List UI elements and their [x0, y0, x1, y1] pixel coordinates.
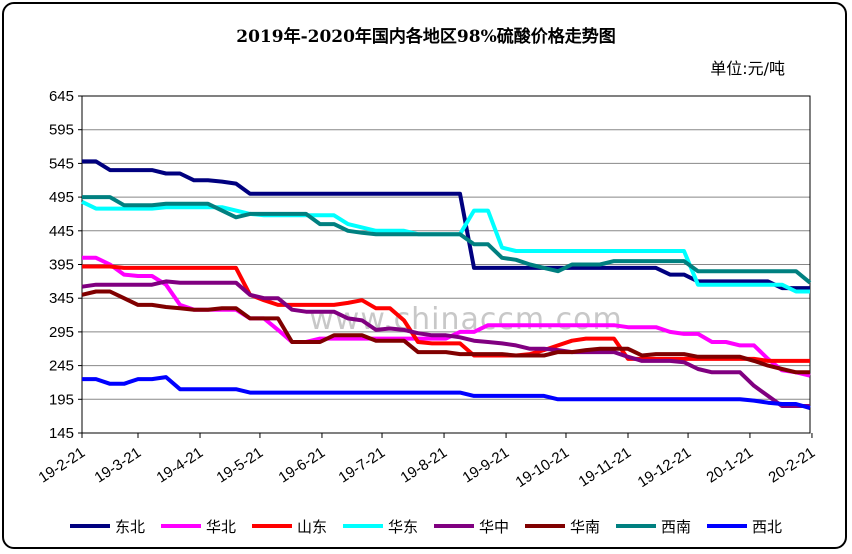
series-line	[81, 279, 810, 408]
x-tick-label: 19-3-21	[92, 444, 145, 486]
y-tick-label: 395	[49, 257, 74, 274]
series-line	[81, 200, 810, 294]
y-tick-label: 345	[49, 290, 74, 307]
x-tick-label: 19-11-21	[575, 444, 634, 490]
legend-label: 华南	[570, 518, 600, 536]
x-tick-label: 20-2-21	[766, 444, 819, 486]
chart-title: 2019年-2020年国内各地区98%硫酸价格走势图	[236, 26, 616, 47]
legend: 东北 华北 山东 华东 华中 华南 西南 西北	[70, 518, 782, 536]
legend-label: 华北	[206, 518, 236, 536]
y-tick-label: 445	[49, 223, 74, 240]
plot-area: 645595545495445395345295245195145www.chi…	[36, 88, 819, 491]
y-tick-label: 545	[49, 155, 74, 172]
y-tick-label: 195	[49, 391, 74, 408]
legend-label: 山东	[297, 518, 327, 536]
series-line	[82, 264, 810, 363]
x-tick-label: 19-8-21	[398, 444, 451, 486]
x-tick-label: 20-1-21	[703, 444, 756, 486]
y-tick-label: 295	[49, 324, 74, 341]
y-tick-label: 645	[49, 88, 74, 105]
legend-label: 西北	[752, 518, 782, 536]
series-line	[82, 159, 810, 291]
legend-label: 东北	[115, 518, 145, 536]
x-tick-label: 19-6-21	[276, 444, 329, 486]
series-line	[82, 375, 811, 411]
unit-label: 单位:元/吨	[710, 59, 785, 78]
y-tick-label: 245	[49, 358, 74, 375]
x-tick-label: 19-2-21	[36, 444, 89, 486]
x-tick-label: 19-4-21	[154, 444, 207, 486]
y-tick-label: 145	[49, 425, 74, 442]
x-tick-label: 19-9-21	[460, 444, 513, 486]
x-tick-label: 19-10-21	[513, 444, 573, 491]
y-tick-label: 495	[49, 189, 74, 206]
x-tick-label: 19-5-21	[213, 444, 266, 486]
legend-label: 华中	[479, 518, 509, 536]
x-tick-label: 19-12-21	[635, 444, 695, 491]
y-tick-label: 595	[49, 122, 74, 139]
series-line	[81, 289, 810, 375]
x-tick-label: 19-7-21	[336, 444, 389, 486]
series-line	[82, 195, 812, 285]
legend-label: 华东	[388, 518, 418, 536]
legend-label: 西南	[661, 518, 691, 536]
